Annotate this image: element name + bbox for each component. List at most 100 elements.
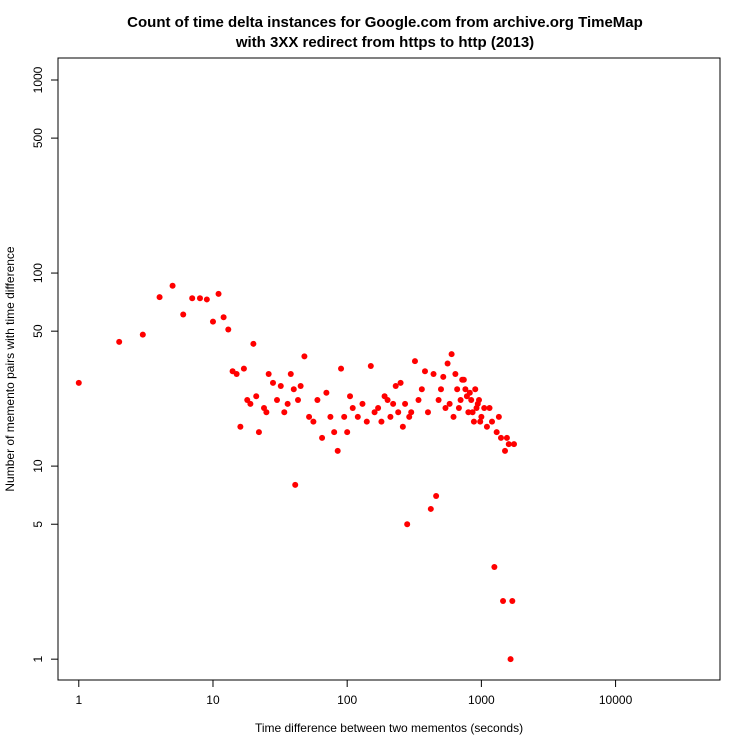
x-axis: 1 10 100 1000 10000	[75, 679, 633, 707]
data-point	[301, 353, 308, 360]
data-point	[287, 370, 294, 377]
data-point	[437, 386, 444, 393]
data-point	[233, 370, 240, 377]
data-point	[460, 376, 467, 383]
x-tick-label: 1	[75, 693, 82, 707]
data-point	[306, 413, 313, 420]
data-point	[481, 404, 488, 411]
x-tick-label: 1000	[468, 693, 495, 707]
data-point	[397, 379, 404, 386]
data-point	[75, 379, 82, 386]
data-point	[392, 382, 399, 389]
data-point	[367, 363, 374, 370]
data-point	[331, 429, 338, 436]
data-point	[489, 418, 496, 425]
x-tick-label: 10	[206, 693, 220, 707]
data-point	[284, 400, 291, 407]
data-point	[247, 400, 254, 407]
plot-frame	[57, 57, 721, 681]
data-point	[274, 397, 281, 404]
data-point	[466, 389, 473, 396]
data-point	[497, 434, 504, 441]
data-point	[433, 493, 440, 500]
data-point	[203, 296, 210, 303]
data-point	[406, 413, 413, 420]
chart-title-line-1: Count of time delta instances for Google…	[127, 14, 643, 31]
data-point	[253, 393, 260, 400]
x-tick-label: 10000	[599, 693, 633, 707]
data-point	[334, 447, 341, 454]
data-point	[495, 413, 502, 420]
y-tick-label: 1	[31, 656, 45, 663]
data-point	[399, 423, 406, 430]
data-point	[505, 441, 512, 448]
data-point	[493, 429, 500, 436]
y-tick-label: 100	[31, 263, 45, 283]
data-point	[180, 311, 187, 318]
data-point	[457, 397, 464, 404]
data-point	[347, 393, 354, 400]
data-point	[418, 386, 425, 393]
data-point	[387, 413, 394, 420]
data-point	[116, 338, 123, 345]
data-point	[338, 365, 345, 372]
data-point	[500, 598, 507, 605]
chart-title-line-2: with 3XX redirect from https to http (20…	[235, 34, 534, 51]
data-point	[450, 413, 457, 420]
y-tick-label: 50	[31, 324, 45, 338]
data-point	[470, 418, 477, 425]
y-axis: 1 5 10 50 100 500 1000	[31, 66, 59, 663]
data-point	[269, 379, 276, 386]
data-point	[139, 331, 146, 338]
data-point	[237, 423, 244, 430]
y-tick-label: 500	[31, 128, 45, 148]
data-point	[354, 413, 361, 420]
data-point	[341, 413, 348, 420]
data-point	[363, 418, 370, 425]
data-point	[509, 598, 516, 605]
data-point	[402, 400, 409, 407]
data-point	[215, 290, 222, 297]
data-point	[408, 409, 415, 416]
data-point	[209, 318, 216, 325]
data-points	[75, 282, 517, 663]
data-point	[411, 358, 418, 365]
data-point	[448, 351, 455, 358]
data-point	[475, 397, 482, 404]
data-point	[421, 368, 428, 375]
data-point	[156, 294, 163, 301]
data-point	[344, 429, 351, 436]
data-point	[446, 400, 453, 407]
data-point	[444, 360, 451, 367]
data-point	[465, 409, 472, 416]
data-point	[169, 282, 176, 289]
data-point	[404, 521, 411, 528]
x-tick-label: 100	[337, 693, 357, 707]
data-point	[440, 373, 447, 380]
data-point	[455, 404, 462, 411]
data-point	[240, 365, 247, 372]
y-tick-label: 5	[31, 521, 45, 528]
data-point	[290, 386, 297, 393]
data-point	[378, 418, 385, 425]
data-point	[468, 397, 475, 404]
data-point	[319, 434, 326, 441]
data-point	[294, 397, 301, 404]
data-point	[452, 370, 459, 377]
data-point	[462, 386, 469, 393]
data-point	[371, 409, 378, 416]
data-point	[424, 409, 431, 416]
data-point	[255, 429, 262, 436]
data-point	[189, 295, 196, 302]
data-point	[292, 481, 299, 488]
data-point	[265, 370, 272, 377]
data-point	[390, 400, 397, 407]
data-point	[196, 295, 203, 302]
data-point	[478, 413, 485, 420]
data-point	[323, 389, 330, 396]
data-point	[297, 382, 304, 389]
data-point	[435, 397, 442, 404]
data-point	[503, 434, 510, 441]
data-point	[395, 409, 402, 416]
